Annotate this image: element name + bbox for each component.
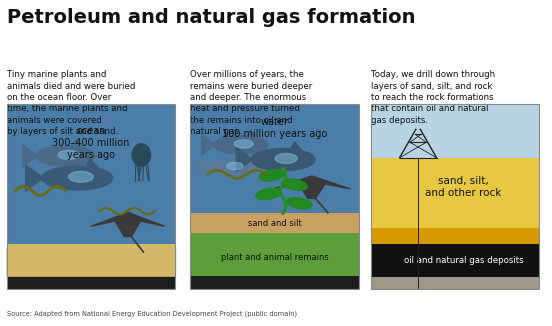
Bar: [190, 233, 359, 275]
Text: Tiny marine plants and
animals died and were buried
on the ocean floor. Over
tim: Tiny marine plants and animals died and …: [7, 70, 135, 136]
Polygon shape: [273, 176, 350, 199]
Bar: [7, 244, 175, 275]
Ellipse shape: [227, 162, 243, 170]
Bar: [7, 104, 175, 289]
Polygon shape: [198, 158, 210, 176]
Polygon shape: [23, 145, 38, 167]
Polygon shape: [71, 140, 83, 148]
Text: Petroleum and natural gas formation: Petroleum and natural gas formation: [7, 8, 415, 27]
Polygon shape: [84, 159, 99, 169]
Ellipse shape: [282, 179, 307, 190]
Text: water
100 million years ago: water 100 million years ago: [222, 117, 327, 139]
Text: Source: Adapted from National Energy Education Development Project (public domai: Source: Adapted from National Energy Edu…: [7, 310, 297, 317]
Bar: [190, 104, 359, 213]
Polygon shape: [246, 130, 257, 138]
Text: sand and silt: sand and silt: [248, 219, 301, 228]
Ellipse shape: [68, 171, 93, 182]
Text: Over millions of years, the
remains were buried deeper
and deeper. The enormous
: Over millions of years, the remains were…: [190, 70, 312, 136]
Polygon shape: [26, 165, 44, 191]
Bar: [190, 104, 359, 289]
Ellipse shape: [214, 136, 268, 154]
Text: sand, silt,
and other rock: sand, silt, and other rock: [426, 176, 502, 198]
Ellipse shape: [259, 170, 285, 181]
Bar: [371, 228, 539, 244]
Bar: [371, 158, 539, 228]
Ellipse shape: [256, 188, 282, 200]
Polygon shape: [201, 135, 215, 155]
Ellipse shape: [275, 154, 298, 163]
Ellipse shape: [251, 149, 315, 170]
Bar: [371, 244, 539, 277]
Ellipse shape: [58, 150, 79, 159]
Bar: [7, 104, 175, 244]
Polygon shape: [236, 147, 252, 172]
Bar: [371, 277, 539, 289]
Polygon shape: [91, 212, 164, 237]
Polygon shape: [237, 154, 247, 160]
Ellipse shape: [286, 198, 312, 209]
Bar: [190, 275, 359, 289]
Text: ocean
300–400 million
years ago: ocean 300–400 million years ago: [52, 126, 130, 160]
Text: plant and animal remains: plant and animal remains: [221, 253, 328, 262]
Polygon shape: [289, 142, 302, 151]
Text: Today, we drill down through
layers of sand, silt, and rock
to reach the rock fo: Today, we drill down through layers of s…: [371, 70, 495, 125]
Bar: [371, 104, 539, 158]
Ellipse shape: [234, 140, 253, 148]
Ellipse shape: [209, 159, 256, 175]
Bar: [371, 104, 539, 289]
Bar: [190, 213, 359, 233]
Ellipse shape: [36, 146, 95, 166]
Ellipse shape: [42, 166, 113, 190]
Text: oil and natural gas deposits: oil and natural gas deposits: [404, 256, 523, 265]
Ellipse shape: [132, 144, 151, 166]
Bar: [7, 275, 175, 289]
